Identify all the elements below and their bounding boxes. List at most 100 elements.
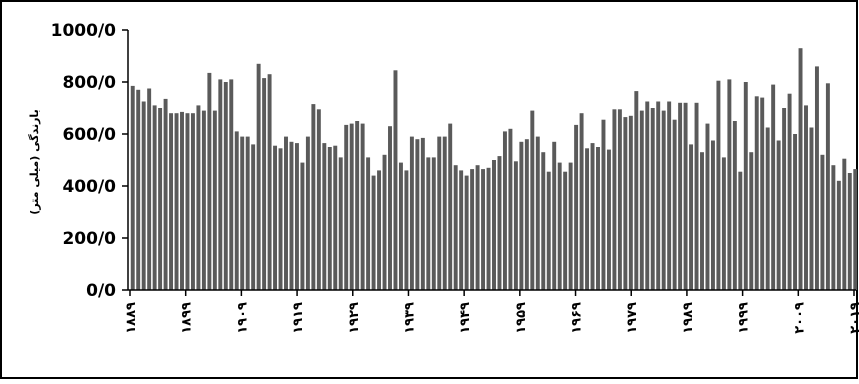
bar	[316, 109, 321, 290]
bar	[338, 157, 343, 290]
bar	[333, 145, 338, 290]
bar	[169, 113, 174, 290]
x-tick-label: ۱۹۳۹	[402, 302, 417, 334]
bar	[645, 101, 650, 290]
bar	[190, 113, 195, 290]
x-tick-label: ۱۸۸۹	[124, 302, 139, 334]
bar	[656, 101, 661, 290]
bar	[141, 101, 146, 290]
bar	[174, 113, 179, 290]
bar	[475, 165, 480, 290]
bar	[486, 167, 491, 290]
bar	[256, 63, 261, 290]
bar	[623, 117, 628, 290]
bar	[541, 152, 546, 290]
bar	[700, 152, 704, 290]
bar	[760, 97, 765, 290]
bar	[831, 165, 836, 290]
bar	[574, 124, 579, 291]
bar	[300, 162, 305, 290]
x-tick-label: ۲۰۰۹	[792, 302, 807, 334]
bar	[563, 171, 568, 290]
bar	[371, 175, 376, 290]
bar	[404, 170, 409, 290]
bar	[667, 101, 672, 290]
bar	[683, 102, 688, 290]
bar	[590, 143, 595, 290]
bar	[732, 121, 737, 290]
bar	[229, 79, 234, 291]
y-tick-label: 400/0	[62, 177, 116, 197]
bar	[322, 143, 327, 290]
bar	[453, 165, 458, 290]
bar	[721, 157, 726, 290]
x-tick-label: ۱۹۸۹	[681, 302, 696, 334]
bar	[782, 108, 787, 290]
bar	[273, 145, 278, 290]
x-tick-label: ۱۹۲۹	[347, 302, 362, 334]
x-tick-label: ۱۹۰۹	[235, 302, 250, 334]
bar	[284, 136, 288, 290]
bar	[606, 149, 611, 290]
bar	[130, 85, 135, 291]
bar-series	[130, 48, 858, 291]
bar	[847, 173, 852, 290]
bar	[398, 162, 403, 290]
bar	[388, 126, 392, 290]
bar	[710, 140, 715, 290]
bar	[185, 113, 190, 290]
bar	[136, 89, 141, 290]
bar	[804, 105, 808, 291]
axes	[127, 30, 856, 291]
bar	[612, 109, 617, 290]
bar	[294, 143, 299, 290]
bar	[289, 141, 294, 290]
bar	[836, 180, 841, 290]
bar	[601, 119, 606, 290]
bar	[530, 110, 535, 290]
bar	[240, 136, 245, 290]
bar	[180, 111, 184, 291]
bar	[749, 152, 754, 290]
bar	[196, 105, 201, 291]
bar	[377, 170, 382, 290]
bar	[557, 162, 562, 290]
bar	[366, 157, 371, 290]
bar	[278, 148, 283, 290]
x-axis-ticks: ۱۸۸۹ ۱۸۹۹ ۱۹۰۹ ۱۹۱۹ ۱۹۲۹ ۱۹۳۹ ۱۹۴۹ ۱۹۵۹ ۱۹۶۹ ۱۹۷۹…	[124, 290, 859, 334]
bar	[579, 113, 584, 290]
bar	[448, 123, 453, 290]
bar	[754, 96, 759, 290]
bar	[535, 136, 540, 290]
bar	[793, 134, 798, 290]
bar	[212, 110, 217, 290]
x-tick-label: ۱۹۱۹	[291, 302, 306, 334]
bar	[223, 82, 228, 290]
bar	[349, 123, 354, 290]
bar	[442, 136, 447, 290]
bar	[464, 175, 469, 290]
bar	[152, 105, 157, 291]
bar	[470, 169, 475, 290]
y-tick-label: 600/0	[62, 125, 116, 145]
bar	[678, 102, 683, 290]
x-tick-label: ۱۸۹۹	[180, 302, 195, 334]
bar	[820, 154, 825, 290]
bar	[251, 144, 256, 290]
bar	[234, 131, 239, 290]
bar	[596, 147, 600, 290]
bar	[492, 160, 496, 290]
y-tick-label: 200/0	[62, 229, 116, 249]
bar	[842, 158, 847, 290]
bar	[639, 110, 644, 290]
y-tick-label: 800/0	[62, 73, 116, 93]
bar	[689, 144, 694, 290]
bar	[163, 98, 168, 291]
bar	[245, 136, 250, 290]
x-tick-label: ۱۹۶۹	[570, 302, 585, 334]
bar	[765, 127, 770, 290]
bar	[716, 80, 721, 290]
bar	[360, 123, 365, 290]
